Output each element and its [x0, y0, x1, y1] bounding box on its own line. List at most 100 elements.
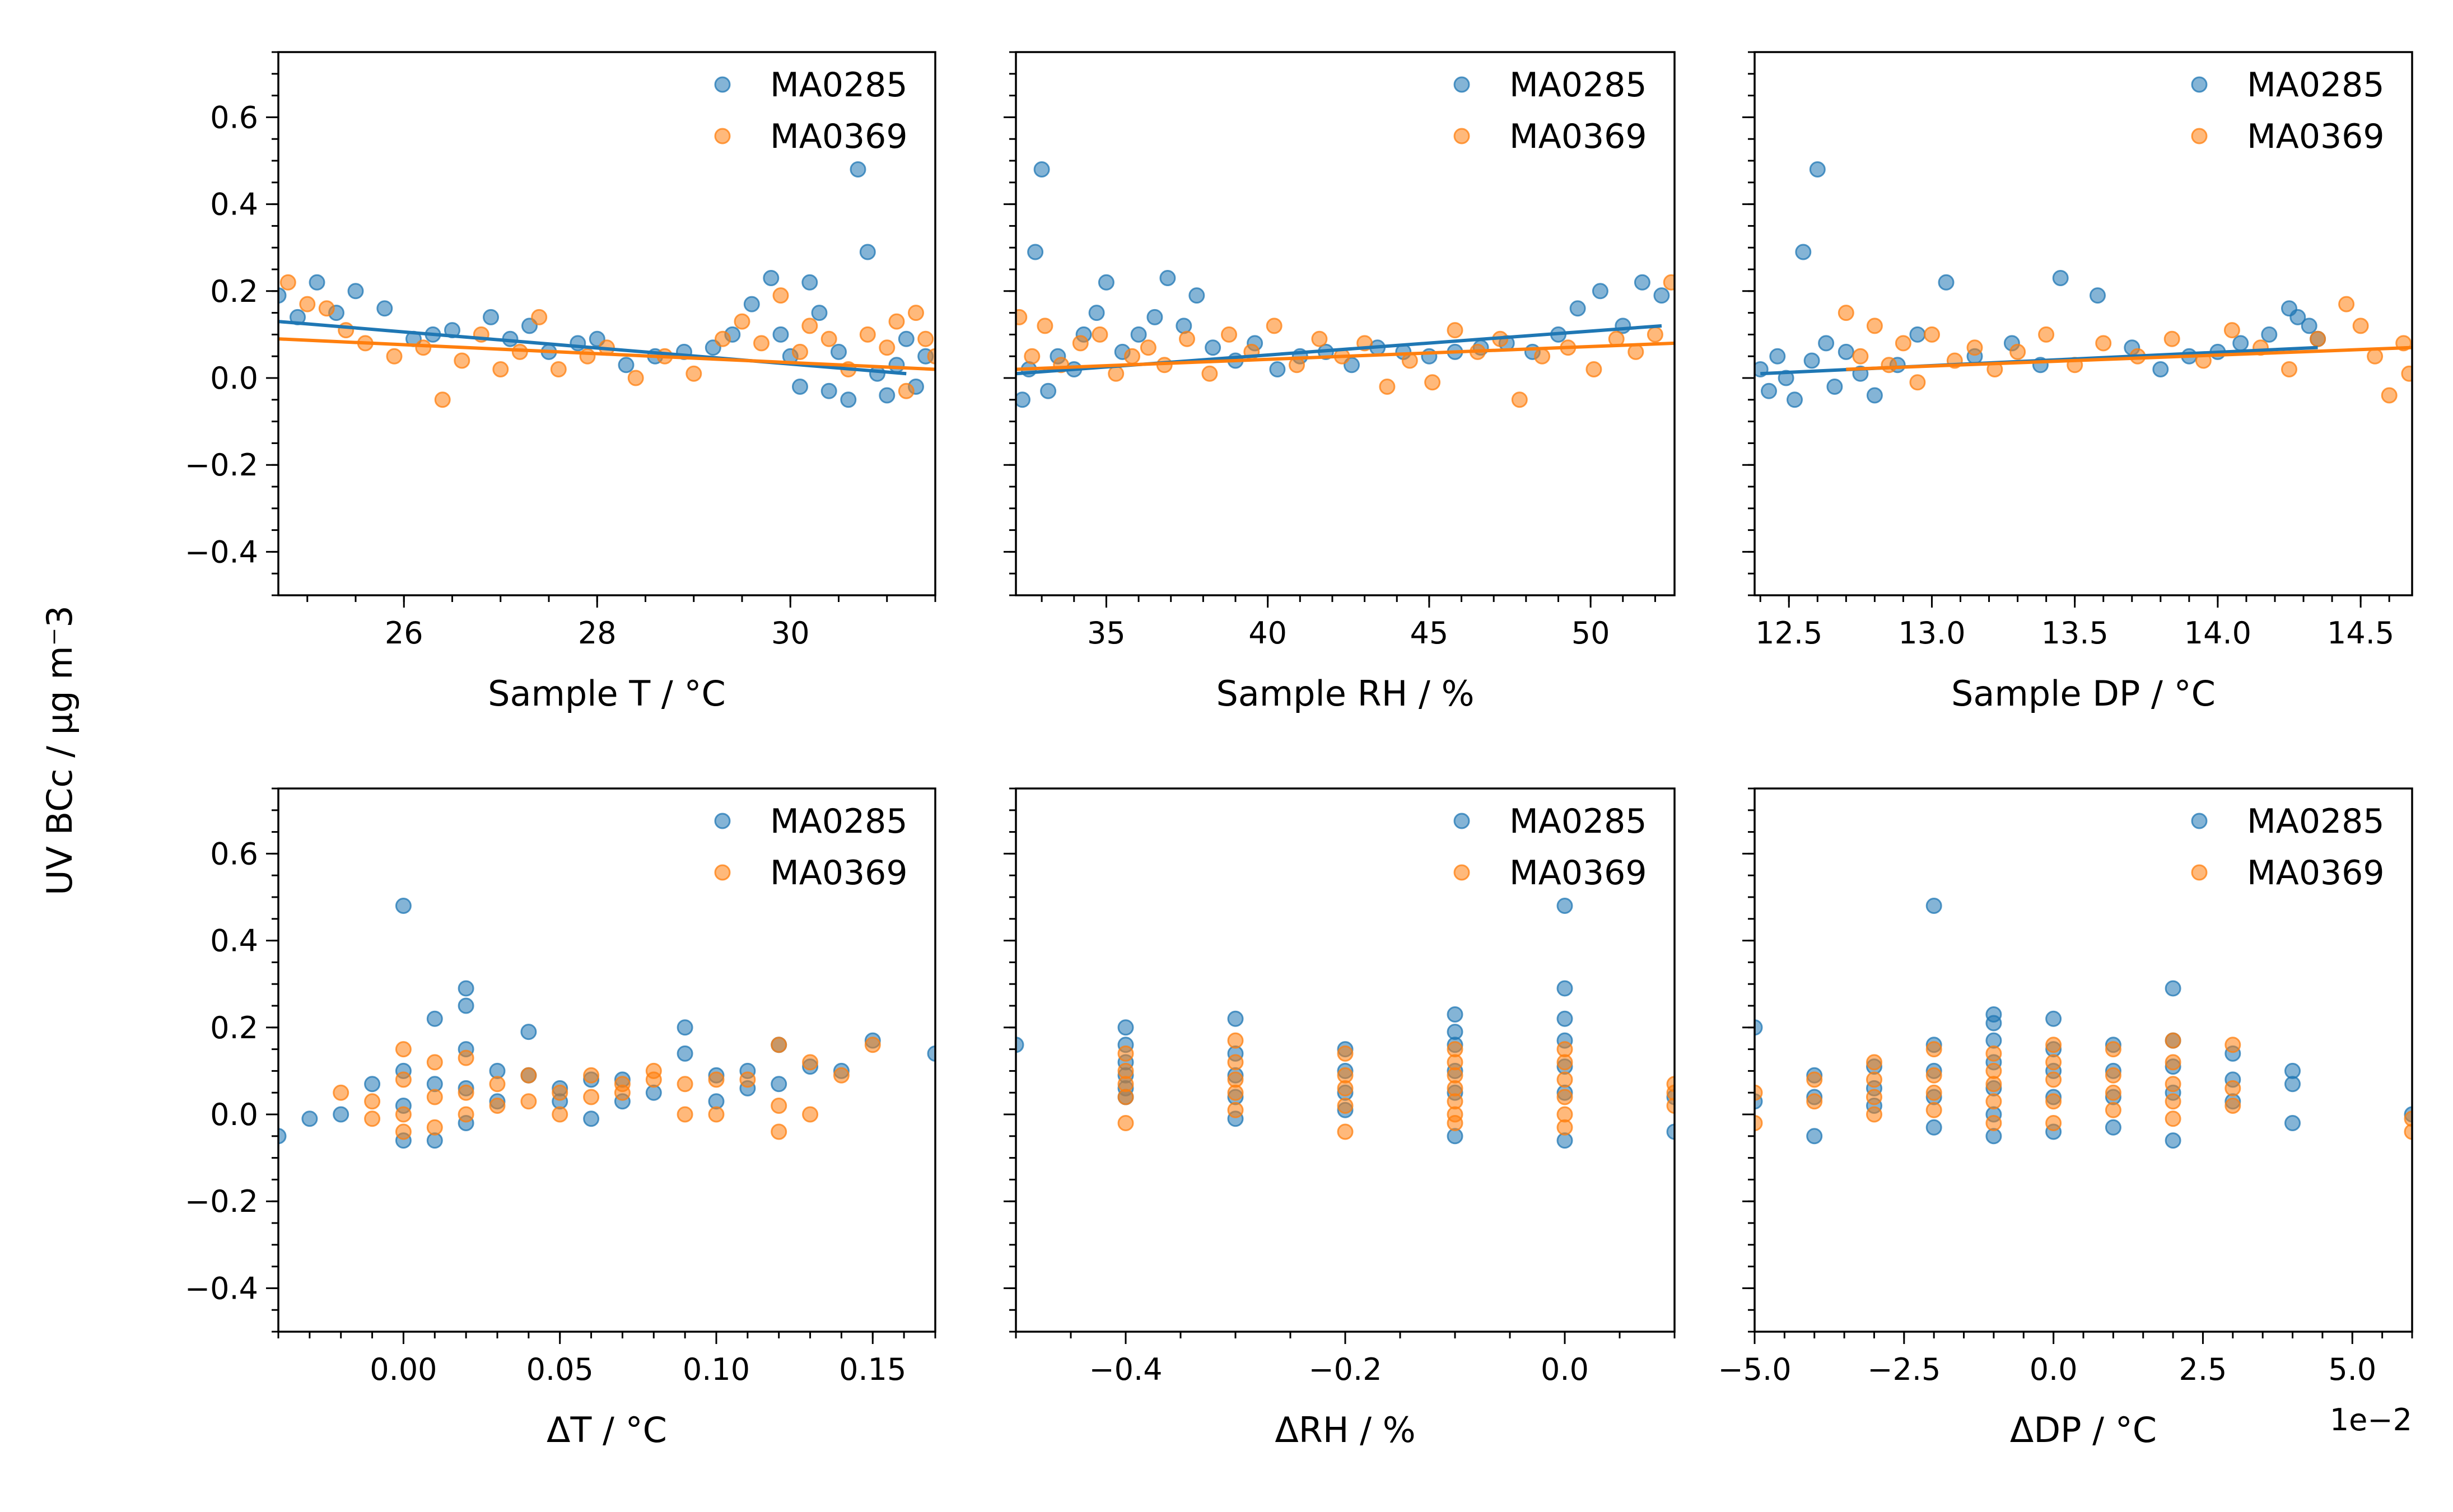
x-axis-label: Sample RH / %: [1216, 673, 1474, 714]
data-point: [2367, 348, 2384, 365]
data-point: [1266, 318, 1283, 334]
data-point: [492, 361, 509, 377]
data-point: [1269, 361, 1286, 377]
data-point: [347, 283, 364, 300]
x-tick-label: 45: [1410, 615, 1449, 651]
data-point: [1337, 1045, 1354, 1062]
data-point: [685, 365, 702, 382]
data-point: [1866, 1071, 1882, 1088]
data-point: [2163, 330, 2180, 347]
data-point: [1556, 1054, 1573, 1071]
data-point: [1556, 980, 1573, 997]
data-point: [1866, 1089, 1882, 1105]
y-tick-label: −0.4: [185, 1271, 258, 1306]
y-tick-label: 0.0: [210, 361, 258, 396]
data-point: [2284, 1076, 2301, 1093]
x-tick-label: −0.2: [1308, 1352, 1382, 1387]
data-point: [2225, 1080, 2241, 1096]
data-point: [734, 313, 750, 330]
data-point: [1852, 348, 1869, 365]
legend-marker-MA0285: [714, 76, 731, 93]
y-tick-label: 0.4: [210, 187, 258, 222]
data-point: [1227, 1054, 1244, 1071]
legend-label: MA0285: [1509, 802, 1647, 841]
axes-frame: [1754, 787, 2413, 1333]
trend-line-MA0369: [1846, 346, 2412, 371]
chart-sample-dp: 12.5 13.0 13.5 14.0 14.5 MA0285 MA0369 Sample D…: [1742, 51, 2413, 714]
data-point: [333, 1106, 349, 1123]
data-point: [2165, 1132, 2181, 1149]
x-axis-label: ΔRH / %: [1275, 1410, 1415, 1450]
data-point: [1037, 318, 1053, 334]
x-tick-label: 35: [1087, 615, 1126, 651]
data-point: [1146, 309, 1163, 325]
x-tick-label: −0.4: [1089, 1352, 1162, 1387]
x-tick-label: −5.0: [1718, 1352, 1791, 1387]
data-point: [415, 339, 432, 356]
data-point: [583, 1067, 600, 1084]
data-point: [1117, 1089, 1134, 1105]
data-point: [888, 313, 905, 330]
data-point: [520, 1067, 537, 1084]
data-point: [1925, 898, 1942, 914]
data-point: [2232, 335, 2249, 352]
data-point: [2105, 1084, 2121, 1101]
data-point: [520, 1093, 537, 1110]
x-axis-label: Sample DP / °C: [1951, 673, 2216, 714]
axes-frame: [1754, 51, 2413, 596]
x-tick-label: 0.0: [1541, 1352, 1589, 1387]
x-tick-label: 14.5: [2327, 615, 2394, 651]
x-tick-label: 14.0: [2184, 615, 2251, 651]
data-point: [1188, 287, 1205, 304]
data-point: [715, 330, 731, 347]
series-MA0285: [1755, 898, 2412, 1149]
legend: MA0285 MA0369: [1453, 66, 1647, 156]
data-point: [1809, 161, 1826, 178]
data-point: [531, 309, 548, 325]
data-point: [1778, 370, 1794, 386]
data-point: [792, 379, 808, 395]
data-point: [927, 1045, 935, 1062]
data-point: [2090, 287, 2106, 304]
data-point: [2105, 1119, 2121, 1136]
data-point: [2045, 1010, 2062, 1027]
data-point: [1179, 330, 1195, 347]
x-tick-label: 0.0: [2030, 1352, 2078, 1387]
data-point: [1985, 1045, 2002, 1062]
data-point: [927, 348, 935, 365]
data-point: [801, 274, 818, 291]
data-point: [1985, 1115, 2002, 1131]
trend-line-MA0285: [278, 320, 907, 376]
data-point: [618, 357, 635, 374]
data-point: [301, 1110, 318, 1127]
data-point: [434, 391, 451, 408]
plot-area: [1755, 898, 2412, 1149]
data-point: [739, 1071, 756, 1088]
x-tick-label: 0.10: [683, 1352, 750, 1387]
data-point: [552, 1084, 568, 1101]
x-tick-label: 13.5: [2041, 615, 2109, 651]
panels: 26 28 30 −0.4 −0.2 0.0 0.2 0.4 0.6 MA0285 MA0369 Sa…: [185, 51, 2413, 1450]
data-point: [2352, 318, 2369, 334]
data-point: [1755, 1019, 1763, 1036]
legend-marker-MA0285: [714, 813, 731, 829]
chart-delta-rh: −0.4 −0.2 0.0 MA0285 MA0369 ΔRH / %: [1004, 787, 1676, 1450]
data-point: [395, 1071, 412, 1088]
y-tick-label: 0.0: [210, 1097, 258, 1132]
data-point: [1585, 361, 1602, 377]
data-point: [1072, 335, 1089, 352]
data-point: [1016, 1037, 1024, 1053]
data-point: [879, 387, 896, 404]
data-point: [801, 318, 818, 334]
data-point: [2225, 1098, 2241, 1114]
data-point: [1130, 326, 1147, 343]
data-point: [1424, 374, 1441, 391]
data-point: [2281, 361, 2297, 377]
data-point: [2045, 1115, 2062, 1131]
data-point: [2301, 318, 2317, 334]
y-tick-label: −0.2: [185, 1184, 258, 1219]
legend-marker-MA0285: [2191, 76, 2208, 93]
legend: MA0285 MA0369: [1453, 802, 1647, 893]
data-point: [364, 1076, 381, 1093]
